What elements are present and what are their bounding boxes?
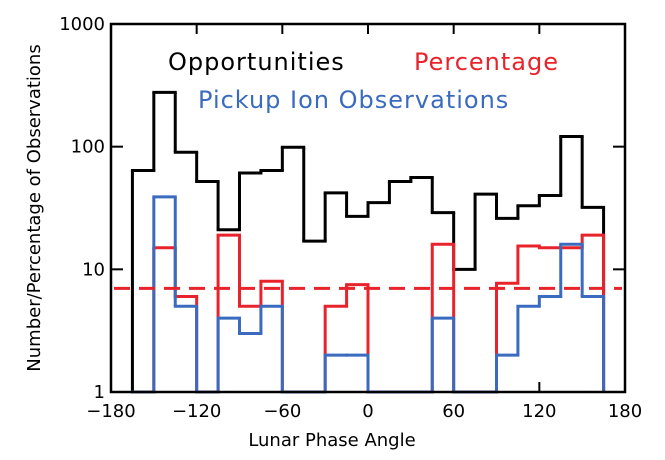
x-axis-label: Lunar Phase Angle [248,430,415,451]
x-tick-label: 60 [442,401,465,422]
x-tick-label: −180 [86,401,135,422]
y-tick-label: 1000 [59,14,105,35]
x-tick-label: 180 [608,401,642,422]
x-tick-label: −120 [172,401,221,422]
x-tick-label: 0 [362,401,373,422]
plot-frame [109,22,627,394]
y-axis-label: Number/Percentage of Observations [24,44,45,371]
legend-entry: Opportunities [168,48,345,76]
x-tick-label: −60 [263,401,301,422]
legend-entry: Pickup Ion Observations [198,86,509,114]
y-tick-label: 10 [82,259,105,280]
x-tick-label: 120 [522,401,556,422]
y-tick-label: 1 [94,382,105,403]
legend-entry: Percentage [414,48,559,76]
y-tick-label: 100 [71,137,105,158]
